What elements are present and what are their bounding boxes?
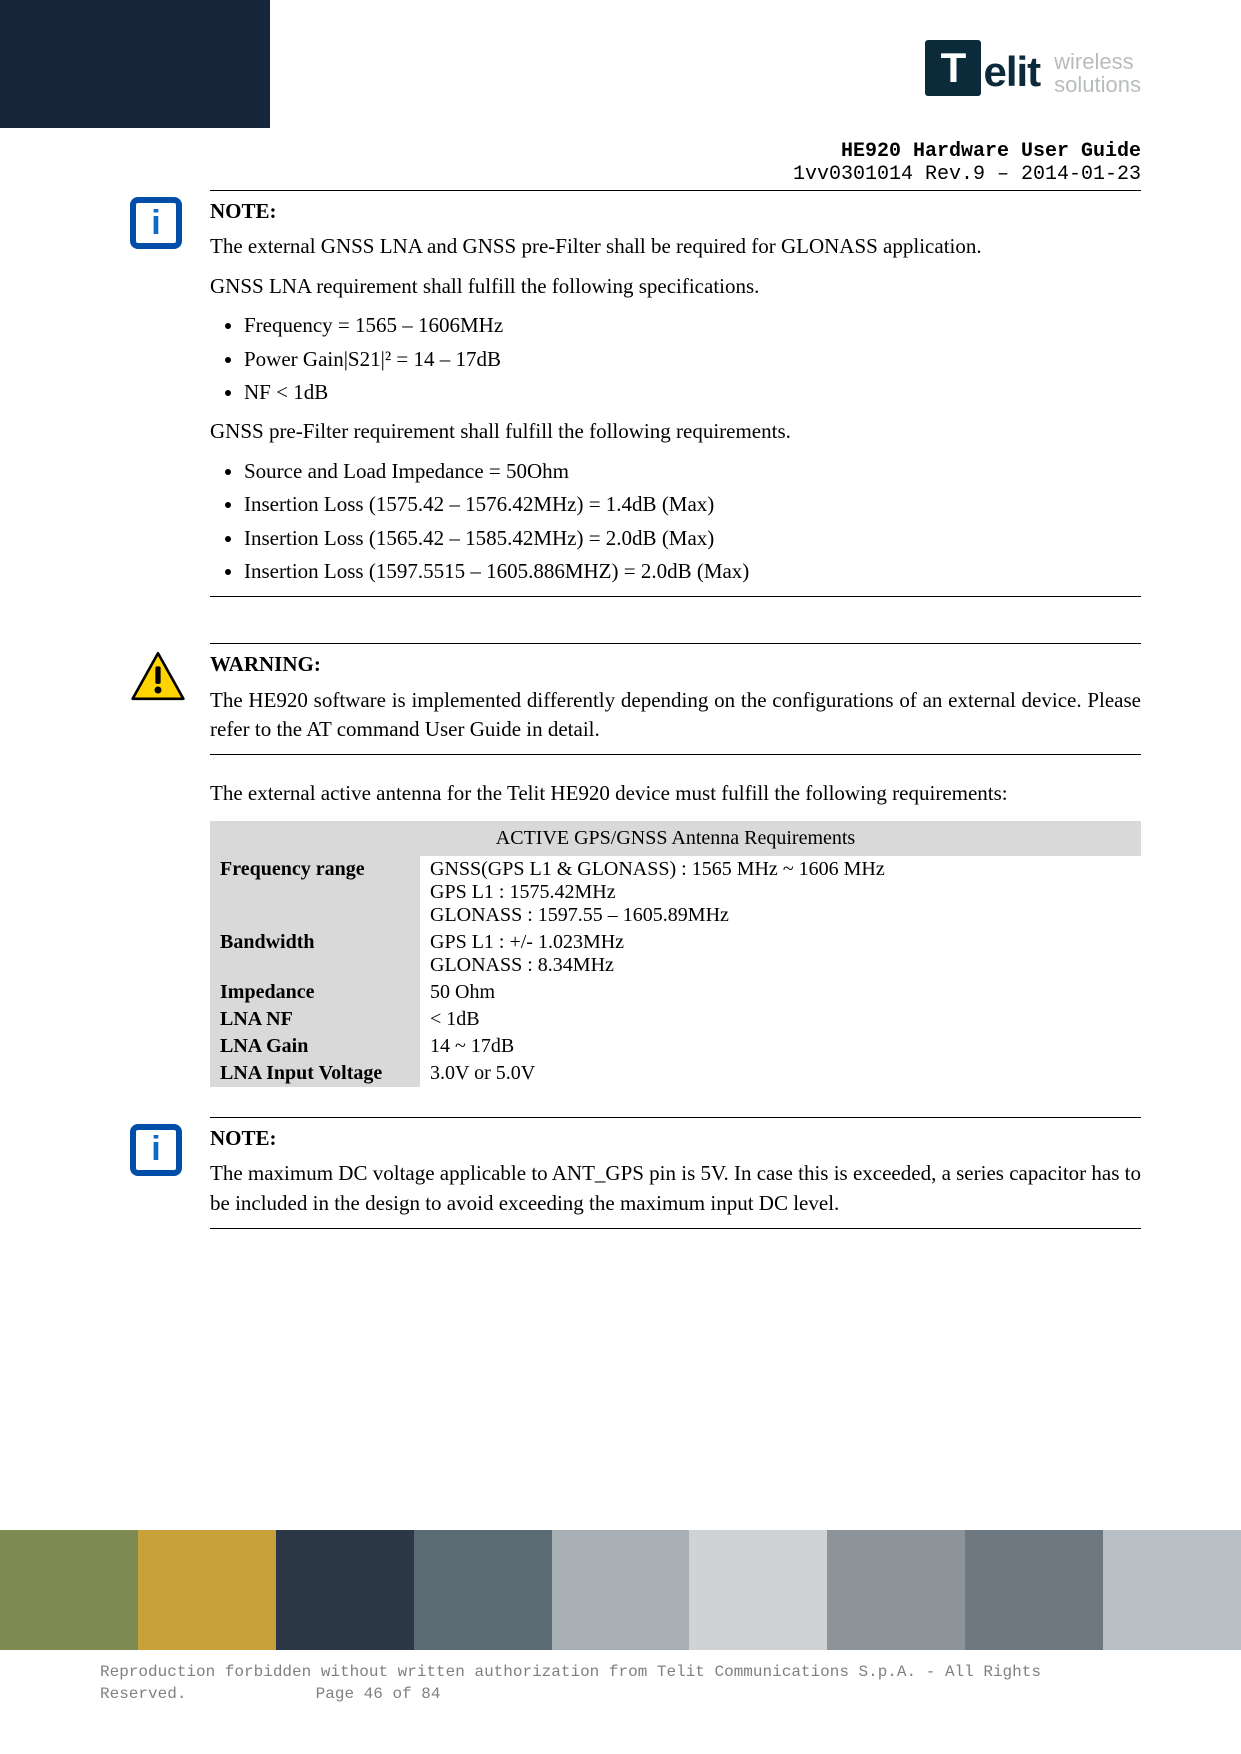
- tagline-line2: solutions: [1054, 73, 1141, 96]
- footer-text: Reproduction forbidden without written a…: [100, 1662, 1041, 1705]
- note-callout: i NOTE: The maximum DC voltage applicabl…: [130, 1118, 1141, 1228]
- lna-bullet-list: Frequency = 1565 – 1606MHz Power Gain|S21…: [210, 311, 1141, 407]
- info-icon: i: [130, 191, 210, 596]
- header-bar: T elit wireless solutions: [0, 0, 1241, 128]
- page: T elit wireless solutions HE920 Hardware…: [0, 0, 1241, 1754]
- bullet-item: Power Gain|S21|² = 14 – 17dB: [244, 345, 1141, 374]
- rule: [210, 754, 1141, 755]
- info-icon: i: [130, 1118, 210, 1228]
- footer-page: Page 46 of 84: [316, 1685, 441, 1703]
- warning-callout: WARNING: The HE920 software is implement…: [130, 644, 1141, 754]
- bullet-item: NF < 1dB: [244, 378, 1141, 407]
- table-value: 3.0V or 5.0V: [420, 1060, 1141, 1087]
- footer-strip-tile: [1103, 1530, 1241, 1650]
- bullet-item: Insertion Loss (1565.42 – 1585.42MHz) = …: [244, 524, 1141, 553]
- warning-text: The HE920 software is implemented differ…: [210, 686, 1141, 745]
- antenna-req-table: ACTIVE GPS/GNSS Antenna Requirements Fre…: [210, 821, 1141, 1087]
- footer-strip-tile: [414, 1530, 552, 1650]
- bullet-item: Frequency = 1565 – 1606MHz: [244, 311, 1141, 340]
- footer-strip-tile: [0, 1530, 138, 1650]
- table-value: GPS L1 : +/- 1.023MHz GLONASS : 8.34MHz: [420, 929, 1141, 979]
- bullet-item: Insertion Loss (1597.5515 – 1605.886MHZ)…: [244, 557, 1141, 586]
- header-dark-block: [0, 0, 270, 128]
- note-text: GNSS LNA requirement shall fulfill the f…: [210, 272, 1141, 301]
- note-label: NOTE:: [210, 1124, 1141, 1153]
- tagline-line1: wireless: [1054, 50, 1141, 73]
- warning-label: WARNING:: [210, 650, 1141, 679]
- note-body: NOTE: The external GNSS LNA and GNSS pre…: [210, 191, 1141, 596]
- footer-strip-tile: [965, 1530, 1103, 1650]
- note-label: NOTE:: [210, 197, 1141, 226]
- note-text: GNSS pre-Filter requirement shall fulfil…: [210, 417, 1141, 446]
- table-key: LNA Input Voltage: [210, 1060, 420, 1087]
- antenna-intro: The external active antenna for the Teli…: [210, 779, 1141, 808]
- doc-title-block: HE920 Hardware User Guide 1vv0301014 Rev…: [793, 140, 1141, 186]
- warning-body: WARNING: The HE920 software is implement…: [210, 644, 1141, 754]
- table-row: LNA NF< 1dB: [210, 1006, 1141, 1033]
- bullet-item: Source and Load Impedance = 50Ohm: [244, 457, 1141, 486]
- footer-reserved: Reserved.: [100, 1685, 186, 1703]
- rule: [210, 1228, 1141, 1229]
- note-body: NOTE: The maximum DC voltage applicable …: [210, 1118, 1141, 1228]
- logo-tagline: wireless solutions: [1054, 50, 1141, 96]
- doc-title: HE920 Hardware User Guide: [793, 140, 1141, 163]
- table-title: ACTIVE GPS/GNSS Antenna Requirements: [210, 821, 1141, 856]
- table-key: Frequency range: [210, 856, 420, 929]
- footer-image-strip: [0, 1530, 1241, 1650]
- note-text: The external GNSS LNA and GNSS pre-Filte…: [210, 232, 1141, 261]
- telit-logo-text: elit: [983, 48, 1040, 96]
- logo: T elit wireless solutions: [925, 40, 1141, 96]
- footer-strip-tile: [276, 1530, 414, 1650]
- telit-logo-mark: T: [925, 40, 981, 96]
- table-key: Bandwidth: [210, 929, 420, 979]
- table-value: 14 ~ 17dB: [420, 1033, 1141, 1060]
- table-row: Frequency rangeGNSS(GPS L1 & GLONASS) : …: [210, 856, 1141, 929]
- table-row: Impedance50 Ohm: [210, 979, 1141, 1006]
- footer-strip-tile: [552, 1530, 690, 1650]
- warning-icon: [130, 644, 210, 754]
- table-key: LNA NF: [210, 1006, 420, 1033]
- table-row: LNA Input Voltage3.0V or 5.0V: [210, 1060, 1141, 1087]
- table-value: 50 Ohm: [420, 979, 1141, 1006]
- header-gap: [270, 0, 300, 128]
- footer-line2: Reserved. Page 46 of 84: [100, 1684, 1041, 1706]
- footer-strip-tile: [689, 1530, 827, 1650]
- table-key: LNA Gain: [210, 1033, 420, 1060]
- note-text: The maximum DC voltage applicable to ANT…: [210, 1159, 1141, 1218]
- table-row: BandwidthGPS L1 : +/- 1.023MHz GLONASS :…: [210, 929, 1141, 979]
- telit-logo: T elit: [925, 40, 1040, 96]
- footer-strip-tile: [827, 1530, 965, 1650]
- footer-strip-tile: [138, 1530, 276, 1650]
- note-callout: i NOTE: The external GNSS LNA and GNSS p…: [130, 191, 1141, 596]
- table-value: < 1dB: [420, 1006, 1141, 1033]
- content: i NOTE: The external GNSS LNA and GNSS p…: [130, 190, 1141, 1229]
- footer-line1: Reproduction forbidden without written a…: [100, 1662, 1041, 1684]
- bullet-item: Insertion Loss (1575.42 – 1576.42MHz) = …: [244, 490, 1141, 519]
- table-row: LNA Gain14 ~ 17dB: [210, 1033, 1141, 1060]
- table-value: GNSS(GPS L1 & GLONASS) : 1565 MHz ~ 1606…: [420, 856, 1141, 929]
- table-key: Impedance: [210, 979, 420, 1006]
- doc-revision: 1vv0301014 Rev.9 – 2014-01-23: [793, 163, 1141, 186]
- filter-bullet-list: Source and Load Impedance = 50Ohm Inserti…: [210, 457, 1141, 587]
